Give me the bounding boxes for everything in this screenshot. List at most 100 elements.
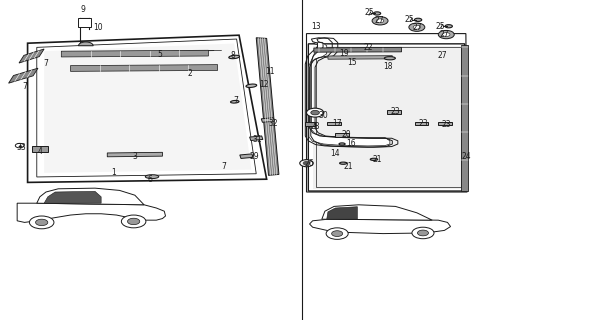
Circle shape: [128, 218, 140, 225]
Text: 23: 23: [441, 120, 451, 129]
Text: 25: 25: [435, 22, 445, 31]
Text: 4: 4: [37, 148, 42, 156]
Circle shape: [376, 19, 384, 23]
Polygon shape: [322, 205, 432, 220]
Text: 7: 7: [22, 82, 27, 91]
Text: 19: 19: [339, 49, 349, 58]
Polygon shape: [61, 50, 208, 57]
Circle shape: [332, 231, 343, 236]
Text: 27: 27: [412, 23, 422, 32]
Text: 16: 16: [346, 140, 356, 148]
Text: 7: 7: [234, 96, 238, 105]
Wedge shape: [78, 42, 93, 46]
Ellipse shape: [229, 55, 240, 59]
Polygon shape: [70, 65, 218, 71]
Circle shape: [443, 33, 450, 36]
Circle shape: [306, 108, 324, 117]
Polygon shape: [19, 49, 44, 63]
Circle shape: [311, 110, 319, 115]
Circle shape: [300, 160, 313, 167]
Text: 26: 26: [304, 159, 314, 168]
Ellipse shape: [340, 162, 347, 164]
Polygon shape: [310, 219, 451, 234]
Text: 7: 7: [44, 60, 48, 68]
Polygon shape: [37, 188, 144, 205]
Text: 24: 24: [461, 152, 471, 161]
Text: 20: 20: [341, 130, 351, 139]
Polygon shape: [44, 44, 251, 173]
Polygon shape: [261, 118, 275, 122]
Polygon shape: [32, 146, 48, 152]
Text: 1: 1: [111, 168, 116, 177]
Polygon shape: [44, 191, 101, 203]
Text: 27: 27: [374, 16, 384, 25]
Text: 3: 3: [132, 152, 137, 161]
Polygon shape: [327, 207, 357, 219]
Polygon shape: [17, 203, 166, 222]
Circle shape: [326, 228, 348, 239]
Circle shape: [372, 17, 388, 25]
Circle shape: [409, 23, 425, 31]
Text: 28: 28: [311, 122, 321, 131]
Text: 25: 25: [405, 15, 414, 24]
Ellipse shape: [230, 100, 239, 103]
Polygon shape: [313, 46, 463, 189]
Polygon shape: [387, 110, 401, 114]
Text: 18: 18: [383, 62, 393, 71]
Polygon shape: [9, 68, 38, 83]
Circle shape: [412, 227, 434, 239]
Circle shape: [36, 219, 48, 226]
Text: 6: 6: [148, 175, 153, 184]
Text: 23: 23: [418, 119, 428, 128]
Text: 12: 12: [259, 80, 268, 89]
Circle shape: [29, 216, 54, 229]
Text: 33: 33: [17, 143, 26, 152]
Text: 21: 21: [372, 156, 382, 164]
Polygon shape: [107, 152, 162, 157]
Text: 8: 8: [230, 52, 235, 60]
Polygon shape: [335, 133, 349, 137]
Polygon shape: [305, 122, 315, 126]
Text: 13: 13: [311, 22, 321, 31]
Text: 27: 27: [437, 51, 447, 60]
Text: 10: 10: [93, 23, 103, 32]
Circle shape: [121, 215, 146, 228]
Text: 7: 7: [221, 162, 226, 171]
Text: 25: 25: [365, 8, 375, 17]
Ellipse shape: [15, 143, 24, 148]
Text: 15: 15: [348, 58, 357, 67]
FancyBboxPatch shape: [78, 18, 91, 27]
Text: 32: 32: [268, 119, 278, 128]
Circle shape: [303, 162, 310, 165]
Text: 31: 31: [253, 135, 262, 144]
Text: 29: 29: [249, 152, 259, 161]
Ellipse shape: [246, 84, 257, 87]
Text: 23: 23: [390, 108, 400, 116]
Polygon shape: [327, 122, 341, 125]
Text: 22: 22: [363, 43, 373, 52]
Circle shape: [417, 230, 428, 236]
Polygon shape: [256, 38, 279, 175]
Text: 11: 11: [265, 68, 275, 76]
Polygon shape: [438, 122, 452, 125]
Ellipse shape: [384, 57, 395, 60]
Text: 5: 5: [157, 50, 162, 59]
Circle shape: [413, 25, 421, 29]
Polygon shape: [314, 47, 402, 52]
Ellipse shape: [370, 158, 378, 161]
Circle shape: [438, 30, 454, 39]
Ellipse shape: [339, 143, 345, 145]
Polygon shape: [249, 136, 263, 140]
Polygon shape: [240, 154, 253, 158]
Polygon shape: [415, 122, 428, 125]
Polygon shape: [461, 45, 468, 191]
Ellipse shape: [145, 175, 159, 179]
Polygon shape: [308, 42, 390, 146]
Text: 27: 27: [440, 30, 449, 39]
Polygon shape: [328, 56, 392, 59]
Ellipse shape: [414, 18, 422, 21]
Ellipse shape: [445, 25, 452, 28]
Ellipse shape: [373, 12, 381, 15]
Text: 9: 9: [80, 5, 85, 14]
Text: 14: 14: [330, 149, 340, 158]
